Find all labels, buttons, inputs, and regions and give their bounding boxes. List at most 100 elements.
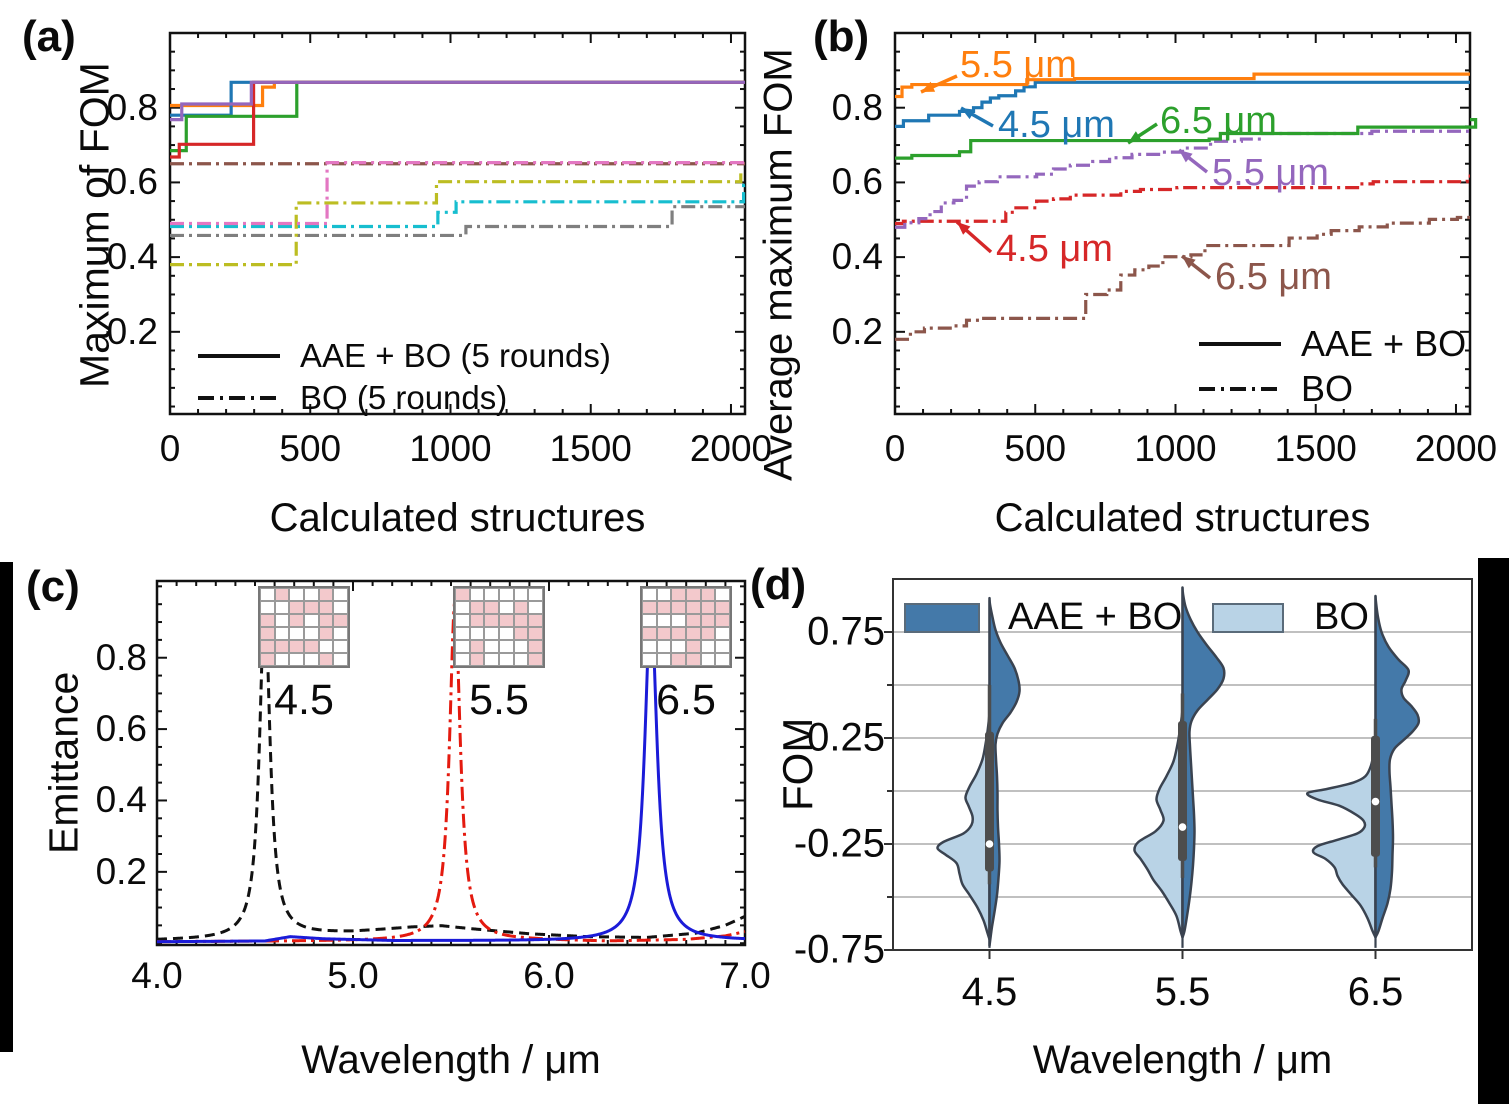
panel-a-max-fom: Maximum of FOM Calculated structures AAE… [0,0,772,550]
legend-label: AAE + BO [1008,596,1183,638]
pixel-cell-filled [260,627,275,640]
pixel-cell-empty [455,640,470,653]
x-tick-label: 4.0 [131,955,183,996]
pixel-cell-filled [469,640,485,653]
y-tick-label: -0.25 [793,821,885,866]
dashdot-line-sample-icon [1199,387,1281,391]
pixel-cell-empty [455,614,470,627]
pixel-cell-empty [656,614,672,627]
y-tick-label: 0.4 [106,236,158,278]
pixel-cell-empty [484,653,499,666]
legend-label: BO [1301,368,1354,409]
emittance-chart [155,579,747,947]
legend-item-bo: BO [1212,596,1369,639]
annotation-5p5um-bo: 5.5 μm [1212,152,1329,194]
pixel-cell-filled [274,640,290,653]
pixel-cell-filled [513,627,529,640]
pixel-cell-filled [671,588,686,601]
legend-label: BO (5 rounds) [300,379,508,416]
panel-a-y-axis-label: Maximum of FOM [71,62,118,388]
annotation-5p5um-aae: 5.5 μm [960,44,1077,86]
pixel-cell-filled [686,614,701,627]
pixel-cell-filled [484,601,499,614]
pixel-cell-filled [455,588,470,601]
pixel-cell-filled [528,640,543,653]
fom-violin-chart [884,578,1473,959]
pixel-cell-filled [686,640,701,653]
pixel-cell-empty [715,627,730,640]
pixel-cell-filled [513,614,529,627]
pixel-cell-filled [700,614,716,627]
annotation-4p5um-bo: 4.5 μm [996,228,1113,270]
pixel-cell-empty [333,627,348,640]
x-tick-label: 0 [159,428,181,469]
pixel-cell-filled [686,601,701,614]
y-tick-label: 0.4 [831,236,883,278]
pixel-cell-filled [528,653,543,666]
panel-c-y-axis-label: Emittance [40,671,87,855]
pixel-cell-empty [528,588,543,601]
x-tick-label: 1500 [549,428,632,469]
x-tick-label: 1500 [1274,428,1357,469]
y-tick-label: 0.8 [106,86,158,128]
y-tick-label: 0.25 [807,715,885,760]
x-tick-label: 5.0 [327,955,379,996]
pixel-cell-empty [499,588,514,601]
pixel-cell-filled [318,653,334,666]
legend-label: BO [1314,596,1369,638]
pixel-cell-filled [686,627,701,640]
legend-item-bo: BO [1199,368,1354,409]
y-tick-label: 0.2 [106,310,158,352]
pixel-cell-empty [642,653,657,666]
pixel-cell-empty [455,653,470,666]
panel-b-letter: (b) [813,12,870,61]
panel-b-x-axis-label: Calculated structures [994,496,1371,540]
pixel-cell-empty [513,588,529,601]
pixel-cell-filled [289,640,304,653]
pixel-cell-empty [289,653,304,666]
pixel-cell-empty [656,588,672,601]
max-fom-chart [168,31,747,416]
pixel-cell-empty [318,640,334,653]
annotation-6p5um-bo: 6.5 μm [1215,256,1332,298]
pixel-cell-empty [499,627,514,640]
pixel-cell-empty [499,601,514,614]
pixel-cell-filled [642,601,657,614]
panel-b-avg-max-fom: Average maximum FOM Calculated structure… [755,0,1509,550]
pixel-cell-filled [469,614,485,627]
panel-d-fom-violins: FOM Wavelength / μm AAE + BO BO 4.5 5.5 6.… [755,550,1509,1104]
pixel-cell-filled [318,588,334,601]
pixel-cell-filled [656,627,672,640]
pixel-cell-filled [686,588,701,601]
pixel-cell-empty [455,627,470,640]
pixel-cell-empty [671,640,686,653]
pixel-cell-filled [318,614,334,627]
x-tick-label: 1000 [409,428,492,469]
pixel-cell-empty [274,627,290,640]
pixel-cell-empty [333,588,348,601]
pixel-cell-empty [260,601,275,614]
pixel-cell-empty [642,640,657,653]
pixel-cell-filled [469,601,485,614]
pixel-cell-filled [671,627,686,640]
pixel-cell-empty [484,640,499,653]
panel-d-x-axis-label: Wavelength / μm [1032,1038,1333,1082]
pixel-cell-empty [469,627,485,640]
pixel-cell-empty [499,653,514,666]
x-tick-label: 6.5 [1347,970,1404,1014]
pixel-cell-filled [686,653,701,666]
pixel-cell-empty [528,601,543,614]
panel-c-x-axis-label: Wavelength / μm [301,1038,601,1082]
pixel-cell-filled [318,601,334,614]
legend-label: AAE + BO [1301,323,1467,364]
pixel-cell-empty [289,588,304,601]
pixel-cell-empty [642,614,657,627]
structure-grid-6p5um [640,586,732,668]
pixel-cell-empty [656,640,672,653]
avg-max-fom-chart [893,31,1478,416]
y-tick-label: 0.8 [95,636,147,678]
y-tick-label: 0.4 [95,779,147,821]
pixel-cell-filled [656,601,672,614]
peak-label-6p5: 6.5 [656,676,716,724]
y-tick-label: 0.6 [95,708,147,750]
